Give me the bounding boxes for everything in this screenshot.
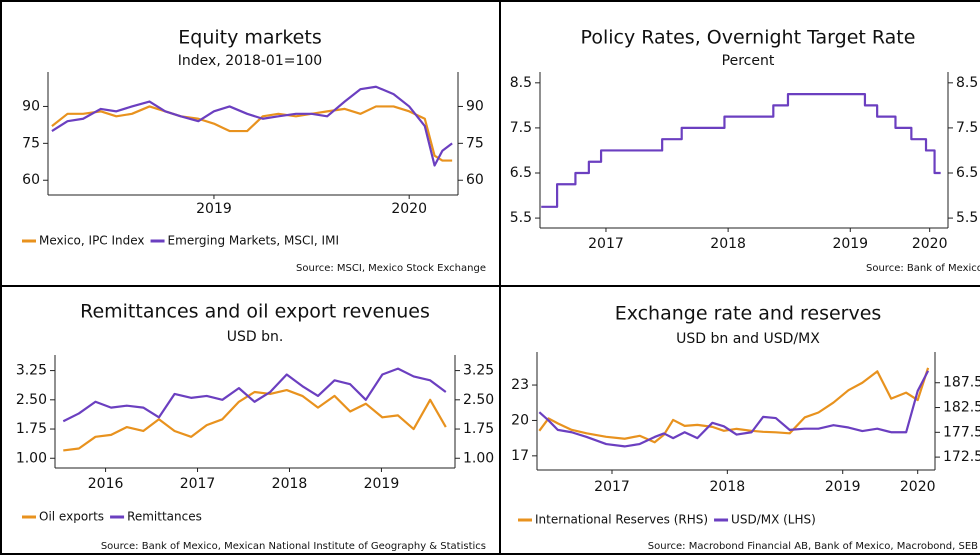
chart-title: Exchange rate and reserves [615,303,882,325]
y2-tick-label: 1.00 [463,450,494,466]
series-line [51,105,453,162]
y2-tick-label: 90 [466,98,484,114]
source-note: Source: Bank of Mexico, Mexican National… [101,541,486,552]
y2-tick-label: 3.25 [463,363,494,379]
y-tick-label: 60 [22,172,40,188]
y-tick-label: 6.5 [510,165,532,181]
legend-label: Mexico, IPC Index [39,234,145,248]
chart-subtitle: USD bn and USD/MX [676,331,820,347]
x-tick-label: 2016 [88,476,124,492]
x-tick-label: 2018 [710,479,746,495]
y-tick-label: 8.5 [510,75,532,91]
series-line [62,367,447,423]
x-tick-label: 2020 [912,236,948,252]
y2-tick-label: 187.5 [943,375,980,391]
y2-tick-label: 177.5 [943,424,980,440]
y2-tick-label: 1.75 [463,421,494,437]
chart-subtitle: USD bn. [227,329,284,345]
y-tick-label: 3.25 [16,363,47,379]
y2-tick-label: 2.50 [463,392,494,408]
y-tick-label: 17 [511,448,529,464]
y2-tick-label: 6.5 [956,165,978,181]
x-tick-label: 2019 [196,201,232,217]
chart-title: Remittances and oil export revenues [80,301,430,323]
chart-title: Equity markets [178,27,321,49]
legend-label: International Reserves (RHS) [535,513,708,527]
legend-label: USD/MX (LHS) [731,513,816,527]
x-tick-label: 2020 [391,201,427,217]
source-note: Source: Macrobond Financial AB, Bank of … [648,541,978,552]
series-line [63,388,447,452]
x-tick-label: 2017 [594,479,630,495]
x-tick-label: 2020 [900,479,936,495]
x-tick-label: 2017 [588,236,624,252]
series-line [538,367,930,444]
y-tick-label: 2.50 [16,392,47,408]
y2-tick-label: 182.5 [943,400,980,416]
chart-title: Policy Rates, Overnight Target Rate [581,27,916,49]
y-tick-label: 75 [22,135,40,151]
x-tick-label: 2019 [825,479,861,495]
y-tick-label: 23 [511,377,529,393]
legend-label: Emerging Markets, MSCI, IMI [168,234,339,248]
x-tick-label: 2018 [272,476,308,492]
series-line [51,85,453,167]
x-tick-label: 2018 [710,236,746,252]
x-tick-label: 2017 [180,476,216,492]
x-tick-label: 2019 [832,236,868,252]
source-note: Source: MSCI, Mexico Stock Exchange [296,263,486,274]
y-tick-label: 5.5 [510,210,532,226]
source-note: Source: Bank of Mexico [866,263,980,274]
y2-tick-label: 75 [466,135,484,151]
y-tick-label: 1.00 [16,450,47,466]
series-line [538,370,930,448]
chart-subtitle: Index, 2018-01=100 [178,53,322,69]
y-tick-label: 1.75 [16,421,47,437]
series-line [541,92,941,208]
legend-label: Remittances [127,510,202,524]
y2-tick-label: 60 [466,172,484,188]
y2-tick-label: 5.5 [956,210,978,226]
legend-label: Oil exports [39,510,104,524]
y2-tick-label: 8.5 [956,75,978,91]
y-tick-label: 90 [22,98,40,114]
chart-subtitle: Percent [722,53,775,69]
y2-tick-label: 7.5 [956,120,978,136]
y2-tick-label: 172.5 [943,449,980,465]
y-tick-label: 7.5 [510,120,532,136]
y-tick-label: 20 [511,412,529,428]
x-tick-label: 2019 [364,476,400,492]
